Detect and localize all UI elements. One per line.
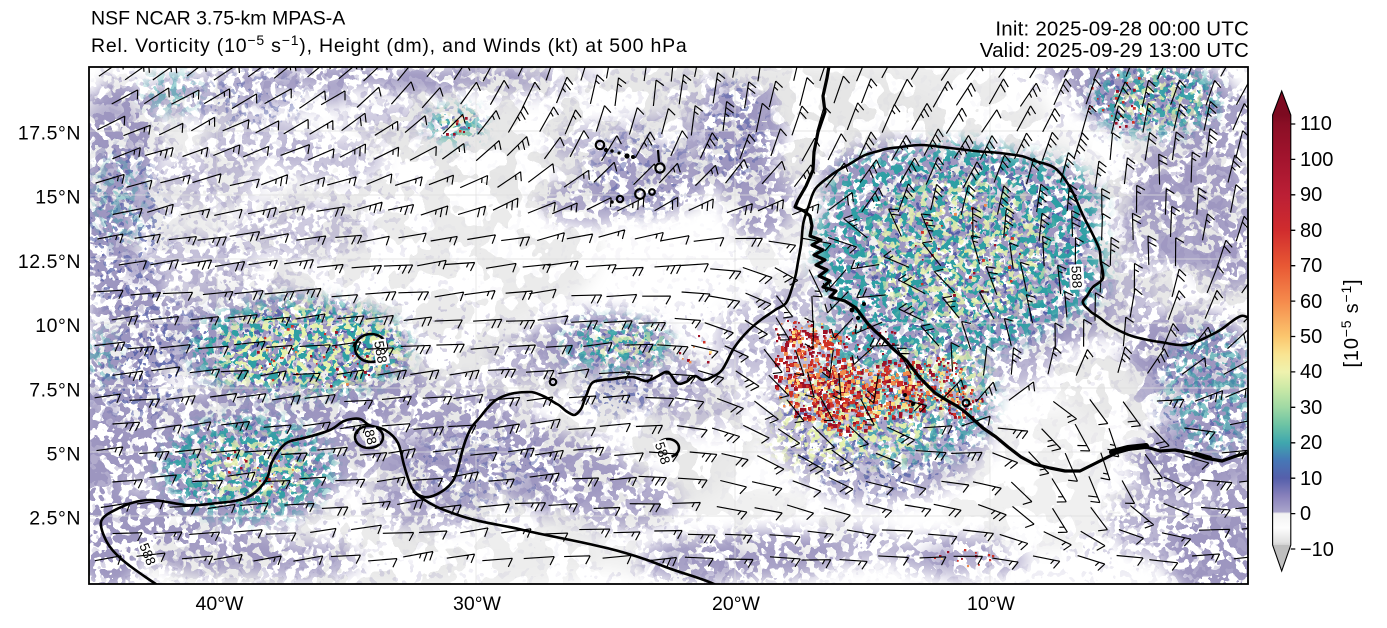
svg-text:588: 588 (371, 340, 390, 365)
svg-text:110: 110 (1300, 113, 1332, 135)
svg-text:2.5°N: 2.5°N (29, 508, 81, 530)
svg-text:5°N: 5°N (47, 444, 81, 466)
svg-text:−10: −10 (1300, 539, 1334, 561)
svg-text:10°N: 10°N (35, 315, 81, 337)
svg-text:20: 20 (1300, 432, 1322, 454)
svg-text:Valid: 2025-09-29 13:00 UTC: Valid: 2025-09-29 13:00 UTC (980, 39, 1249, 62)
svg-text:20°W: 20°W (712, 593, 760, 615)
svg-text:100: 100 (1300, 149, 1333, 171)
svg-text:7.5°N: 7.5°N (29, 379, 81, 401)
svg-text:12.5°N: 12.5°N (18, 251, 81, 273)
svg-text:40: 40 (1300, 361, 1322, 383)
svg-text:30: 30 (1300, 397, 1322, 419)
svg-text:0: 0 (1300, 503, 1311, 525)
svg-text:30°W: 30°W (453, 593, 501, 615)
svg-text:10: 10 (1300, 468, 1322, 490)
svg-text:40°W: 40°W (196, 593, 244, 615)
svg-text:15°N: 15°N (35, 187, 81, 209)
svg-text:88: 88 (361, 428, 379, 446)
svg-text:NSF NCAR 3.75-km MPAS-A: NSF NCAR 3.75-km MPAS-A (91, 8, 345, 30)
svg-text:588: 588 (1068, 265, 1084, 288)
svg-text:90: 90 (1300, 184, 1322, 206)
svg-text:60: 60 (1300, 291, 1322, 313)
svg-text:Rel. Vorticity (10−5 s−1), Hei: Rel. Vorticity (10−5 s−1), Height (dm), … (91, 32, 688, 57)
svg-text:70: 70 (1300, 255, 1322, 277)
svg-text:50: 50 (1300, 326, 1322, 348)
svg-text:10°W: 10°W (967, 593, 1015, 615)
svg-text:80: 80 (1300, 220, 1322, 242)
svg-text:17.5°N: 17.5°N (18, 123, 81, 145)
svg-text:Init: 2025-09-28 00:00 UTC: Init: 2025-09-28 00:00 UTC (995, 18, 1249, 41)
